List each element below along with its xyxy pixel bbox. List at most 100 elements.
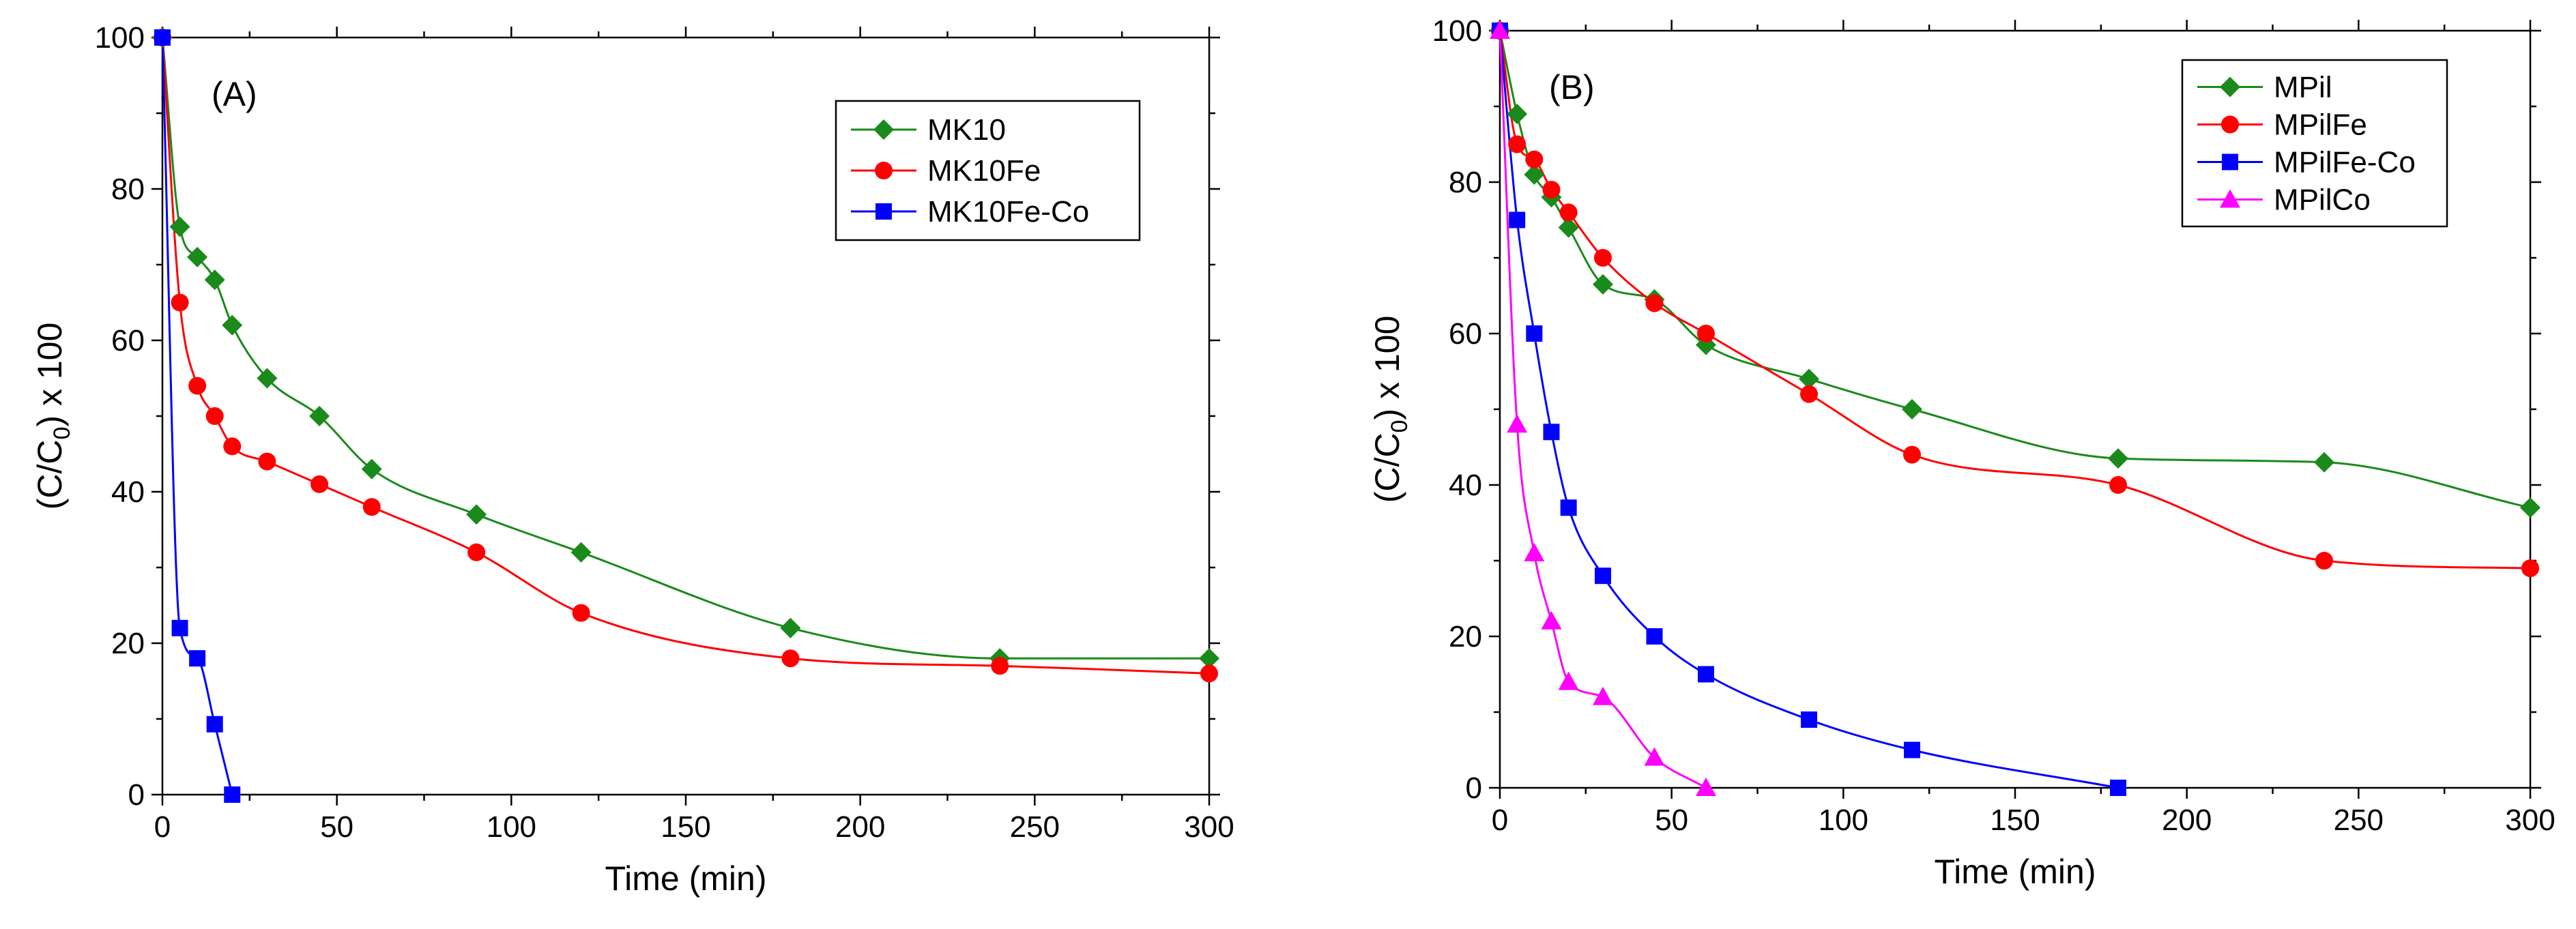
legend-label: MK10Fe-Co (927, 195, 1089, 228)
x-tick-label: 100 (1819, 803, 1868, 837)
legend-label: MPilFe-Co (2274, 146, 2416, 179)
legend-label: MK10Fe (927, 154, 1041, 188)
data-point (1525, 150, 1544, 168)
data-point (1801, 711, 1817, 728)
data-point (171, 293, 189, 312)
data-point (1698, 666, 1714, 683)
y-tick-label: 100 (95, 21, 145, 55)
legend-marker (875, 203, 892, 220)
y-tick-label: 20 (111, 627, 145, 660)
series-line-mpilco (1499, 30, 1707, 789)
legend-marker (2220, 189, 2240, 208)
x-tick-label: 200 (835, 810, 885, 844)
series-line-mpil (1499, 30, 2531, 509)
legend-marker (2220, 76, 2240, 98)
series-points-mpilfe-co (1492, 23, 2126, 796)
data-point (257, 368, 278, 389)
x-tick-label: 100 (487, 810, 536, 844)
data-point (1559, 203, 1578, 222)
data-point (1645, 294, 1664, 312)
data-point (2315, 552, 2333, 570)
x-tick-label: 50 (1655, 803, 1688, 837)
data-point (1509, 211, 1526, 228)
legend-marker (2221, 115, 2239, 134)
data-point (2108, 448, 2128, 469)
data-point (1560, 499, 1577, 516)
y-axis-label-tail: ) x 100 (1368, 316, 1406, 420)
data-point (1697, 325, 1715, 342)
data-point (466, 504, 487, 525)
x-tick-label: 300 (2505, 803, 2555, 837)
series-points-mpilco (1490, 20, 1716, 796)
data-point (1799, 368, 1819, 389)
x-tick-label: 0 (1492, 803, 1508, 837)
y-tick-label: 40 (1449, 469, 1482, 502)
data-point (362, 498, 381, 516)
data-point (258, 452, 276, 471)
x-tick-label: 200 (2162, 803, 2212, 837)
series-points-mk10 (152, 27, 1219, 669)
data-point (2314, 452, 2334, 473)
data-point (188, 377, 207, 395)
data-point (572, 604, 590, 622)
y-tick-label: 100 (1432, 14, 1482, 48)
data-point (361, 458, 382, 480)
legend: MK10 MK10Fe MK10Fe-Co (835, 100, 1141, 241)
data-point (206, 716, 223, 733)
data-point (171, 619, 188, 636)
data-point (205, 407, 224, 425)
x-axis-label: Time (min) (605, 859, 766, 898)
data-point (1543, 424, 1560, 441)
data-point (1490, 20, 1510, 39)
legend-label: MK10 (927, 113, 1006, 147)
data-point (222, 314, 243, 336)
data-point (1199, 648, 1219, 669)
data-point (1200, 664, 1218, 683)
y-axis-label: (C/C0) x 100 (31, 323, 75, 510)
legend-label: MPilCo (2274, 183, 2371, 217)
chart-panel-a: 0 50 100 150 200 250 300 0 20 40 60 80 100 Time (min)… (31, 21, 1234, 898)
y-axis-label-subscript: 0 (49, 427, 75, 440)
data-point (1524, 164, 1545, 185)
y-tick-label: 60 (1449, 317, 1482, 351)
data-point (1507, 414, 1528, 433)
data-point (991, 657, 1009, 675)
chart-panel-b: 0 50 100 150 200 250 300 0 20 40 60 80 100 Time (min)… (1368, 14, 2556, 891)
data-point (1800, 385, 1818, 403)
data-point (1558, 217, 1579, 238)
data-point (1542, 181, 1561, 199)
x-tick-label: 50 (320, 810, 353, 844)
data-point (169, 216, 190, 237)
y-axis-label-main: (C/C (31, 440, 69, 510)
y-axis-label-subscript: 0 (1387, 420, 1413, 433)
x-tick-label: 250 (1010, 810, 1060, 844)
data-point (1904, 741, 1920, 758)
series-points-mk10fe-co (154, 29, 241, 803)
data-point (1644, 747, 1665, 766)
data-point (1902, 399, 1922, 419)
data-point (781, 649, 800, 668)
panel-label: (A) (212, 75, 257, 113)
x-axis-label: Time (min) (1934, 853, 2096, 891)
data-point (1696, 778, 1716, 796)
data-point (1508, 135, 1526, 153)
data-point (2520, 497, 2541, 518)
data-point (1593, 274, 1613, 295)
data-point (2110, 780, 2126, 796)
data-point (1507, 104, 1528, 125)
data-point (1524, 542, 1545, 561)
x-tick-label: 0 (154, 810, 171, 844)
data-point (2521, 559, 2539, 578)
y-tick-label: 0 (1466, 771, 1482, 805)
y-tick-label: 20 (1449, 620, 1482, 653)
legend-label: MPilFe (2274, 108, 2367, 142)
data-point (204, 269, 225, 291)
y-tick-label: 80 (111, 173, 145, 206)
y-tick-label: 40 (111, 475, 145, 509)
y-tick-label: 60 (111, 324, 145, 357)
y-tick-label: 80 (1449, 166, 1482, 199)
panel-label: (B) (1549, 68, 1595, 106)
series-line-mpilfe-co (1499, 30, 2119, 789)
data-point (1646, 628, 1663, 645)
